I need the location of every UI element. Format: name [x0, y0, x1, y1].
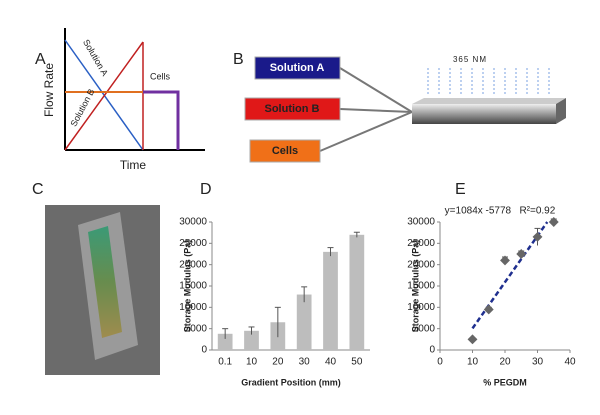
gel — [88, 226, 122, 338]
y-tick-label: 10000 — [179, 302, 207, 313]
box-label: Solution B — [265, 103, 320, 115]
panel-label: D — [200, 181, 212, 198]
channel-top — [412, 98, 566, 104]
panel-b: B Solution A Solution B Cells 365 NM — [233, 51, 566, 163]
wavelength: 365 NM — [453, 55, 487, 64]
box-c — [249, 139, 321, 163]
y-tick-label: 0 — [201, 345, 207, 356]
bar — [217, 333, 233, 350]
x-tick-label: 40 — [564, 357, 576, 368]
uv-light — [427, 68, 550, 94]
x-tick-label: 30 — [532, 357, 544, 368]
x-label: Gradient Position (mm) — [241, 377, 341, 387]
channel-side — [556, 98, 566, 124]
annotation: y=1084x -5778 R²=0.92 — [445, 206, 556, 217]
bar — [296, 294, 312, 350]
y-tick-label: 15000 — [179, 281, 207, 292]
box-a — [254, 56, 341, 80]
y-tick-label: 25000 — [407, 238, 435, 249]
x-tick-label: 30 — [299, 357, 311, 368]
y-tick-label: 0 — [429, 345, 435, 356]
line-total — [143, 90, 180, 150]
panel-label: C — [32, 181, 44, 198]
line-label: Solution B — [68, 87, 96, 128]
panel-a: A Flow Rate Time Solution A Solution B C… — [35, 28, 205, 172]
point — [548, 217, 559, 227]
x-tick-label: 20 — [272, 357, 284, 368]
x-tick-label: 40 — [325, 357, 337, 368]
y-label: Storage Modulus (Pa) — [410, 240, 420, 333]
charts: D Storage Modulus (Pa) Gradient Position (… — [179, 181, 576, 387]
x-tick-label: 0.1 — [218, 357, 232, 368]
bar — [323, 251, 338, 350]
point — [532, 231, 543, 242]
x-tick-label: 20 — [499, 357, 511, 368]
line-label: Solution A — [81, 38, 110, 78]
y-tick-label: 15000 — [407, 281, 435, 292]
x-tick-label: 50 — [351, 357, 363, 368]
point — [500, 255, 510, 266]
bar — [349, 234, 365, 350]
x-tick-label: 0 — [437, 357, 443, 368]
line-b — [64, 41, 144, 151]
box-label: Solution A — [270, 62, 325, 74]
y-tick-label: 25000 — [179, 238, 207, 249]
x-tick-label: 10 — [467, 357, 479, 368]
y-tick-label: 30000 — [407, 217, 435, 228]
box-label: Cells — [272, 145, 298, 157]
panel-c: C — [32, 181, 160, 375]
y-tick-label: 10000 — [407, 302, 435, 313]
connectors — [319, 67, 413, 152]
y-label: Storage Modulus (Pa) — [182, 240, 192, 333]
box-b — [244, 97, 341, 121]
y-tick-label: 5000 — [185, 323, 208, 334]
x-label: Time — [120, 158, 147, 172]
point — [483, 304, 494, 315]
point — [467, 334, 478, 345]
point — [516, 249, 527, 259]
trendline — [471, 221, 549, 330]
y-tick-label: 20000 — [179, 259, 207, 270]
y-tick-label: 20000 — [407, 259, 435, 270]
panel-label: E — [455, 181, 466, 198]
channel — [412, 104, 556, 124]
panel-label: B — [233, 51, 244, 68]
y-tick-label: 5000 — [413, 323, 436, 334]
x-label: % PEGDM — [483, 377, 527, 387]
x-tick-label: 10 — [246, 357, 258, 368]
panel-label: A — [35, 51, 46, 68]
y-tick-label: 30000 — [179, 217, 207, 228]
y-label: Flow Rate — [42, 63, 56, 117]
line-label: Cells — [150, 71, 171, 81]
bar — [244, 330, 259, 350]
